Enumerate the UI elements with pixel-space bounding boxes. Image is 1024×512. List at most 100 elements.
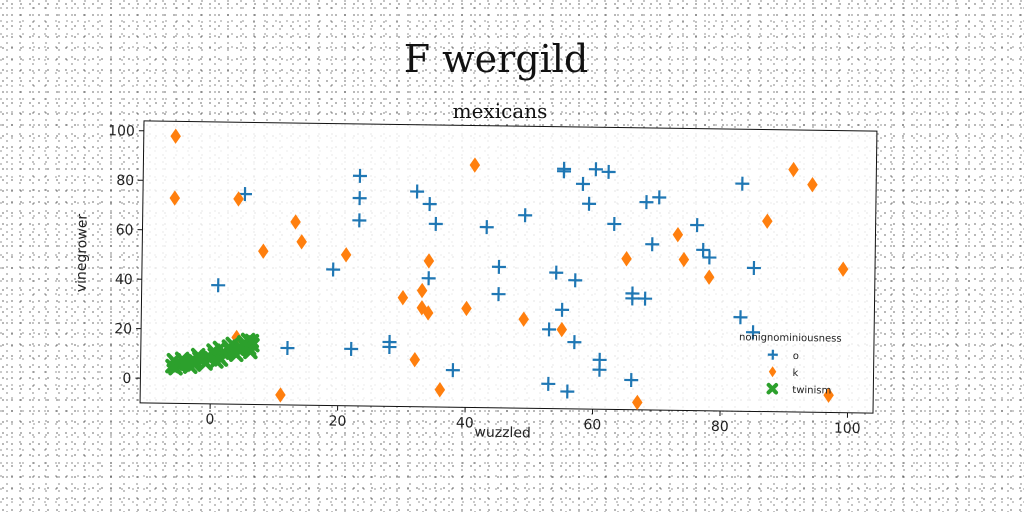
data-point — [735, 176, 750, 191]
data-point — [639, 195, 654, 210]
data-point — [788, 161, 799, 178]
legend-label-twinism: twinism — [792, 385, 831, 397]
y-tick-label: 100 — [108, 123, 135, 139]
data-point — [280, 341, 295, 356]
data-point — [422, 197, 437, 212]
x-tick-label: 60 — [583, 417, 601, 433]
data-point — [542, 322, 557, 337]
data-point — [428, 216, 443, 231]
data-marks — [165, 128, 849, 411]
y-tick-label: 40 — [115, 272, 133, 288]
data-point — [352, 191, 367, 206]
data-point — [340, 247, 352, 263]
x-tick-label: 0 — [205, 412, 214, 428]
data-point — [232, 340, 248, 355]
data-point — [625, 291, 640, 306]
data-point — [275, 387, 286, 403]
data-point — [621, 251, 632, 267]
x-axis-label: wuzzled — [474, 425, 531, 442]
data-point — [416, 282, 428, 299]
data-point — [296, 234, 307, 250]
series-o — [211, 161, 761, 399]
legend: nonignominiousness ok twinism — [739, 332, 842, 397]
data-point — [560, 384, 575, 399]
data-point — [244, 333, 260, 349]
data-point — [690, 218, 705, 233]
data-point — [212, 340, 228, 356]
data-point — [469, 157, 481, 173]
data-point — [518, 208, 533, 223]
data-point — [652, 190, 667, 205]
data-point — [382, 339, 397, 354]
data-point — [177, 355, 193, 370]
y-axis-label: vinegrower — [74, 214, 91, 293]
data-point — [518, 311, 529, 327]
data-point — [229, 347, 244, 363]
data-point — [807, 176, 818, 193]
data-point — [479, 220, 494, 235]
data-point — [491, 259, 506, 274]
data-point — [624, 373, 639, 388]
x-tick-label: 80 — [711, 419, 729, 435]
data-point — [678, 251, 690, 268]
data-point — [409, 352, 421, 368]
data-point — [541, 376, 556, 391]
y-tick-label: 60 — [116, 222, 134, 238]
data-point — [352, 213, 367, 228]
data-point — [601, 164, 616, 179]
data-point — [290, 214, 301, 230]
data-point — [638, 291, 653, 306]
data-point — [632, 394, 643, 411]
data-point — [556, 321, 568, 338]
legend-marker-twinism — [766, 382, 779, 395]
data-point — [703, 269, 715, 285]
data-point — [410, 184, 425, 199]
data-point — [762, 213, 773, 229]
data-point — [445, 363, 460, 378]
data-point — [549, 265, 564, 280]
data-point — [434, 382, 446, 398]
data-point — [696, 242, 711, 257]
data-point — [423, 253, 435, 269]
data-point — [491, 287, 506, 302]
data-point — [258, 243, 269, 259]
data-point — [575, 176, 590, 191]
data-point — [166, 352, 182, 368]
data-point — [344, 341, 359, 356]
axes-frame — [139, 120, 878, 414]
data-point — [198, 356, 213, 371]
data-point — [582, 196, 597, 211]
data-point — [422, 305, 434, 321]
chart-title: mexicans — [453, 99, 548, 123]
data-point — [557, 164, 572, 179]
data-point — [745, 325, 761, 340]
figure-suptitle: F wergild — [404, 37, 589, 81]
data-point — [588, 162, 603, 177]
data-point — [416, 300, 428, 316]
data-point — [733, 310, 748, 325]
data-point — [421, 271, 436, 286]
y-tick-label: 0 — [122, 371, 131, 387]
x-tick-label: 40 — [456, 415, 474, 431]
x-tick-label: 100 — [834, 421, 861, 437]
data-point — [397, 289, 409, 306]
data-point — [702, 250, 717, 265]
data-point — [746, 260, 761, 275]
data-point — [568, 273, 583, 288]
data-point — [352, 168, 367, 183]
data-point — [672, 227, 684, 243]
legend-label-k: k — [792, 368, 798, 379]
data-point — [645, 237, 660, 252]
y-tick-label: 80 — [116, 173, 134, 189]
data-point — [326, 262, 341, 277]
data-point — [555, 302, 570, 317]
data-point — [243, 344, 258, 360]
data-point — [592, 362, 607, 377]
data-point — [169, 190, 181, 206]
axis-ticks: 0 20 40 60 80 100 0 20 40 60 80 100 — [108, 123, 861, 437]
data-point — [211, 278, 226, 293]
series-k — [169, 128, 849, 411]
data-point — [461, 300, 472, 317]
data-point — [209, 354, 224, 369]
